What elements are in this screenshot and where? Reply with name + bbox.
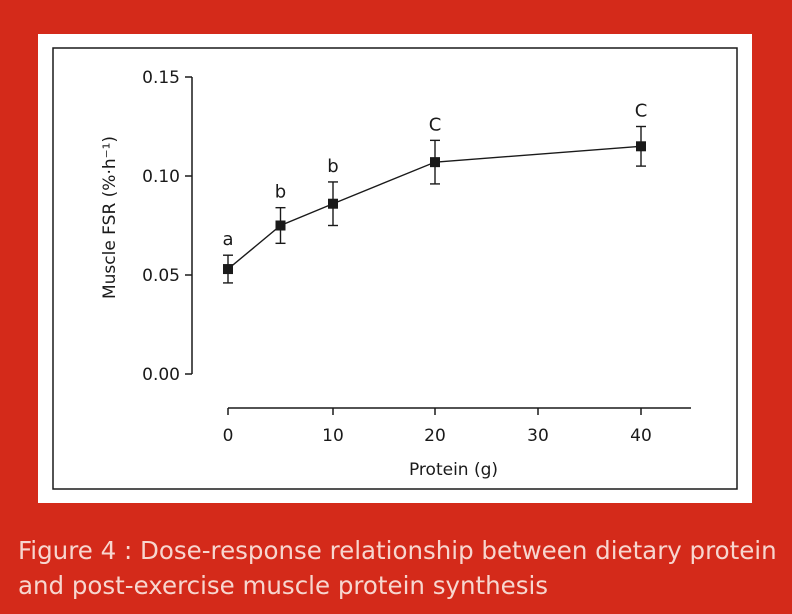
plot-frame	[52, 47, 738, 490]
significance-letter: C	[635, 101, 648, 122]
chart-panel: 0.00 0.05 0.10 0.15 0 10 20 30 40 Protein (g) Musc…	[38, 34, 752, 503]
data-point	[328, 198, 338, 209]
figure-caption: Figure 4 : Dose-response relationship be…	[18, 533, 788, 603]
y-tick-label: 0.00	[142, 365, 180, 385]
data-point	[275, 220, 286, 231]
y-axis-title: Muscle FSR (%·h⁻¹)	[100, 136, 120, 299]
caption-line-1: Figure 4 : Dose-response relationship be…	[18, 536, 777, 565]
significance-letter: a	[222, 229, 233, 250]
data-point	[223, 264, 233, 275]
significance-letter: b	[275, 182, 286, 203]
dose-response-chart: 0.00 0.05 0.10 0.15 0 10 20 30 40 Protein (g) Musc…	[52, 47, 738, 490]
caption-line-2: and post-exercise muscle protein synthes…	[18, 571, 549, 600]
y-tick-label: 0.05	[142, 266, 180, 286]
x-tick-label: 20	[424, 426, 446, 446]
data-point	[430, 157, 440, 168]
significance-letter: b	[327, 156, 338, 177]
x-tick-label: 10	[322, 426, 344, 446]
x-tick-label: 30	[527, 426, 549, 446]
data-point	[636, 141, 646, 152]
y-tick-label: 0.10	[142, 167, 180, 187]
y-tick-label: 0.15	[142, 68, 180, 88]
significance-letter: C	[429, 114, 442, 135]
x-tick-label: 0	[223, 426, 234, 446]
x-tick-label: 40	[630, 426, 652, 446]
x-axis-title: Protein (g)	[409, 460, 498, 480]
